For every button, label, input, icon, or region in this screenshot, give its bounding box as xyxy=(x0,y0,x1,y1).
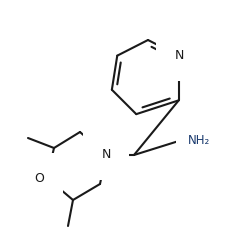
Text: N: N xyxy=(101,149,111,162)
Text: NH₂: NH₂ xyxy=(188,134,210,147)
Text: N: N xyxy=(175,49,184,62)
Text: O: O xyxy=(34,171,44,184)
